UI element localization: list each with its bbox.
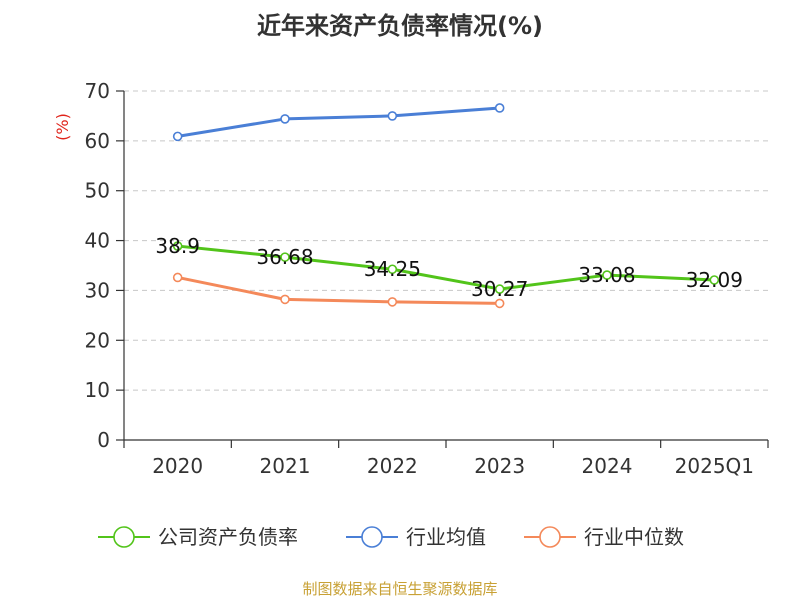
data-point[interactable] [709, 275, 720, 285]
data-point[interactable] [387, 264, 398, 275]
x-tick-label: 2020 [152, 454, 203, 478]
y-tick-label: 20 [85, 328, 110, 352]
y-tick-label: 10 [85, 378, 110, 402]
data-point[interactable] [494, 103, 505, 113]
legend-label: 公司资产负债率 [158, 525, 298, 549]
data-label: 36.68 [256, 245, 313, 269]
data-point[interactable] [387, 297, 398, 307]
data-point[interactable] [602, 270, 612, 280]
data-label: 34.25 [364, 257, 421, 281]
y-tick-label: 40 [85, 229, 110, 253]
data-label: 30.27 [471, 277, 528, 301]
data-point[interactable] [280, 294, 290, 305]
data-point[interactable] [172, 272, 183, 283]
data-label-layer: 38.9 36.68 34.25 30.27 33.08 32.09 [155, 234, 743, 301]
x-tick-label: 2023 [474, 454, 525, 478]
legend: 公司资产负债率 行业均值 行业中位数 [98, 525, 684, 549]
x-tick-label: 2021 [260, 454, 311, 478]
data-label: 38.9 [155, 234, 200, 258]
series-line-2 [177, 275, 500, 305]
series-line-0 [177, 244, 715, 291]
series-layer [172, 103, 720, 309]
x-tick-label: 2025Q1 [675, 454, 754, 478]
legend-swatch-marker [113, 526, 135, 548]
data-point[interactable] [172, 241, 183, 251]
data-point[interactable] [494, 298, 505, 309]
axis-layer: 0 10 20 30 40 50 60 70 (%) 2020 2021 2022 2023 2024 20… [53, 79, 769, 478]
legend-label: 行业中位数 [584, 525, 684, 549]
legend-item-0[interactable]: 公司资产负债率 [98, 525, 298, 549]
legend-swatch-marker [539, 526, 561, 548]
data-point[interactable] [387, 111, 398, 121]
x-tick-label: 2024 [582, 454, 633, 478]
x-tick-label: 2022 [367, 454, 418, 478]
data-point[interactable] [280, 252, 290, 262]
source-note: 制图数据来自恒生聚源数据库 [302, 580, 498, 598]
y-tick-label: 0 [97, 428, 110, 452]
data-point[interactable] [494, 284, 505, 294]
y-tick-label: 70 [85, 79, 110, 103]
legend-label: 行业均值 [406, 525, 486, 549]
chart-title: 近年来资产负债率情况(%) [257, 12, 543, 40]
data-label: 32.09 [686, 268, 743, 292]
y-tick-label: 50 [85, 179, 110, 203]
y-tick-label: 60 [85, 129, 110, 153]
series-line-1 [177, 106, 500, 138]
data-label: 33.08 [578, 263, 635, 287]
grid-layer [124, 90, 768, 391]
legend-swatch-marker [361, 526, 383, 548]
y-axis-unit-label: (%) [53, 113, 72, 141]
legend-item-2[interactable]: 行业中位数 [524, 525, 684, 549]
y-tick-label: 30 [85, 278, 110, 302]
legend-item-1[interactable]: 行业均值 [346, 525, 486, 549]
data-point[interactable] [280, 114, 290, 124]
data-point[interactable] [172, 131, 183, 142]
